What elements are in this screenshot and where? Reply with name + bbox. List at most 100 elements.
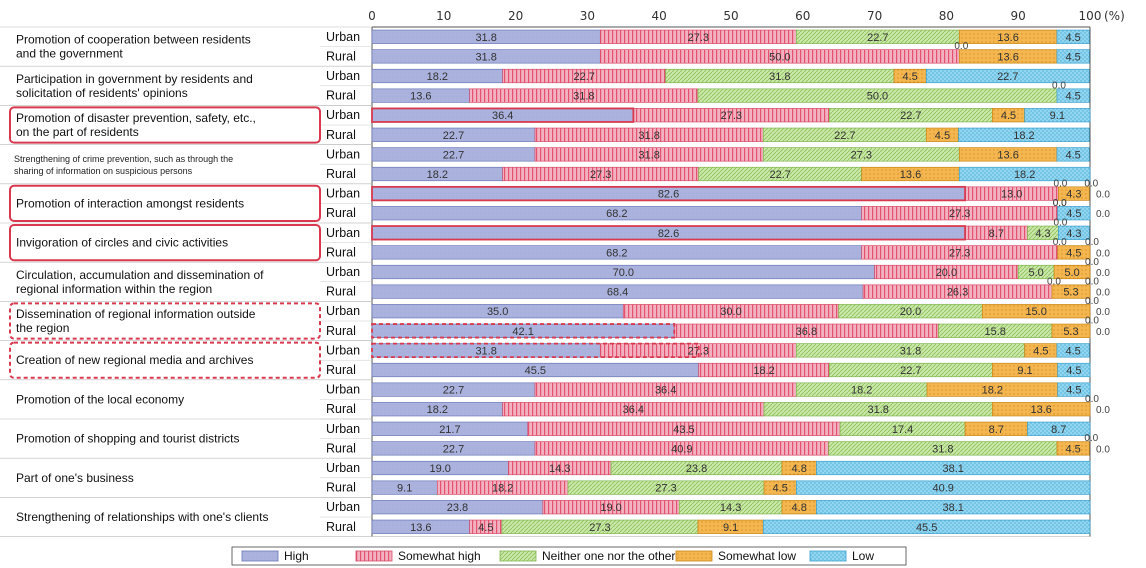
category-label: Strengthening of crime prevention, such …	[14, 154, 233, 164]
category-label: Circulation, accumulation and disseminat…	[16, 268, 264, 282]
category-label: solicitation of residents' opinions	[16, 86, 188, 100]
segment-value-label: 50.0	[769, 51, 790, 63]
bar-segment	[958, 166, 1091, 182]
segment-value-label: 27.3	[851, 149, 872, 161]
x-tick-label: 60	[795, 9, 810, 23]
segment-value-label: 31.8	[475, 32, 496, 44]
bar-segment	[925, 68, 1090, 84]
category-label: Dissemination of regional information ou…	[16, 307, 256, 321]
segment-value-label: 4.5	[773, 483, 788, 495]
segment-value-label: 27.3	[590, 169, 611, 181]
segment-value-label: 18.2	[427, 404, 448, 416]
row-sublabel: Urban	[326, 108, 360, 122]
segment-value-label: 5.0	[1064, 267, 1079, 279]
zero-value-label: 0.0	[1053, 218, 1067, 229]
category-label: regional information within the region	[16, 282, 212, 296]
row-sublabel: Urban	[326, 383, 360, 397]
row-sublabel: Urban	[326, 69, 360, 83]
segment-value-label: 9.1	[397, 483, 412, 495]
category-label: the region	[16, 321, 69, 335]
segment-value-label: 18.2	[1014, 169, 1035, 181]
segment-value-label: 45.5	[916, 522, 937, 534]
segment-value-label: 15.0	[1025, 306, 1046, 318]
bar-highlight	[371, 323, 676, 339]
bar-segment	[816, 460, 1091, 476]
segment-value-label: 22.7	[900, 365, 921, 377]
row-sublabel: Rural	[326, 402, 356, 416]
segment-value-label: 82.6	[658, 189, 679, 201]
row-sublabel: Urban	[326, 343, 360, 357]
legend-label: Low	[852, 549, 874, 563]
legend-label: High	[284, 549, 309, 563]
zero-value-label: 0.0	[1084, 433, 1098, 444]
bar-segment	[981, 304, 1091, 319]
segment-value-label: 9.1	[1017, 365, 1032, 377]
category-label: Part of one's business	[16, 471, 134, 485]
segment-value-label: 19.0	[429, 463, 450, 475]
bar-highlight	[371, 185, 966, 202]
row-sublabel: Urban	[326, 187, 360, 201]
bar-segment	[1024, 108, 1091, 123]
zero-value-label: 0.0	[1052, 80, 1066, 91]
x-tick-label: 100	[1079, 9, 1102, 23]
segment-value-label: 23.8	[686, 463, 707, 475]
row-sublabel: Rural	[326, 206, 356, 220]
segment-value-label: 13.6	[997, 32, 1018, 44]
trailing-value-label: 0.0	[1096, 248, 1110, 259]
segment-value-label: 8.7	[989, 228, 1004, 240]
row-sublabel: Rural	[326, 167, 356, 181]
segment-value-label: 13.6	[410, 522, 431, 534]
zero-value-label: 0.0	[1085, 296, 1099, 307]
zero-value-label: 0.0	[1053, 198, 1067, 209]
category-label: Invigoration of circles and civic activi…	[16, 236, 228, 250]
segment-value-label: 35.0	[487, 306, 508, 318]
segment-value-label: 4.5	[1066, 385, 1081, 397]
segment-value-label: 70.0	[613, 267, 634, 279]
legend-label: Neither one nor the other	[542, 549, 675, 563]
segment-value-label: 20.0	[900, 306, 921, 318]
category-label: Participation in government by residents…	[16, 72, 253, 86]
segment-value-label: 22.7	[997, 71, 1018, 83]
segment-value-label: 27.3	[655, 483, 676, 495]
bar-segment	[1057, 245, 1091, 260]
segment-value-label: 26.3	[947, 287, 968, 299]
segment-value-label: 4.5	[1066, 247, 1081, 259]
segment-value-label: 4.5	[1065, 443, 1080, 455]
segment-value-label: 13.6	[410, 91, 431, 103]
segment-value-label: 36.4	[655, 385, 676, 397]
segment-value-label: 15.8	[985, 326, 1006, 338]
row-sublabel: Rural	[326, 49, 356, 63]
segment-value-label: 4.3	[1035, 228, 1050, 240]
trailing-value-label: 0.0	[1096, 307, 1110, 318]
segment-value-label: 8.7	[989, 424, 1004, 436]
legend-swatch	[499, 550, 537, 562]
category-label: Promotion of interaction amongst residen…	[16, 196, 244, 210]
segment-value-label: 50.0	[867, 91, 888, 103]
row-sublabel: Rural	[326, 481, 356, 495]
segment-value-label: 31.8	[867, 404, 888, 416]
segment-value-label: 40.9	[671, 443, 692, 455]
row-sublabel: Rural	[326, 363, 356, 377]
segment-value-label: 13.6	[1030, 404, 1051, 416]
segment-value-label: 31.8	[769, 71, 790, 83]
segment-value-label: 40.9	[932, 483, 953, 495]
zero-value-label: 0.0	[1053, 178, 1067, 189]
zero-value-label: 0.0	[1085, 394, 1099, 405]
segment-value-label: 68.2	[606, 208, 627, 220]
category-label: Creation of new regional media and archi…	[16, 353, 253, 367]
bar-segment	[1057, 382, 1091, 397]
bar-segment	[1056, 88, 1090, 103]
category-label: Strengthening of relationships with one'…	[16, 510, 268, 524]
segment-value-label: 22.7	[867, 32, 888, 44]
x-tick-label: 0	[368, 9, 376, 23]
segment-value-label: 4.5	[1065, 91, 1080, 103]
segment-value-label: 31.8	[475, 51, 496, 63]
segment-value-label: 22.7	[443, 385, 464, 397]
x-tick-label: 40	[652, 9, 667, 23]
segment-value-label: 14.3	[720, 502, 741, 514]
zero-value-label: 0.0	[954, 41, 968, 52]
segment-value-label: 4.5	[1065, 51, 1080, 63]
segment-value-label: 18.2	[427, 169, 448, 181]
x-tick-label: 20	[508, 9, 523, 23]
category-label: and the government	[16, 47, 123, 61]
